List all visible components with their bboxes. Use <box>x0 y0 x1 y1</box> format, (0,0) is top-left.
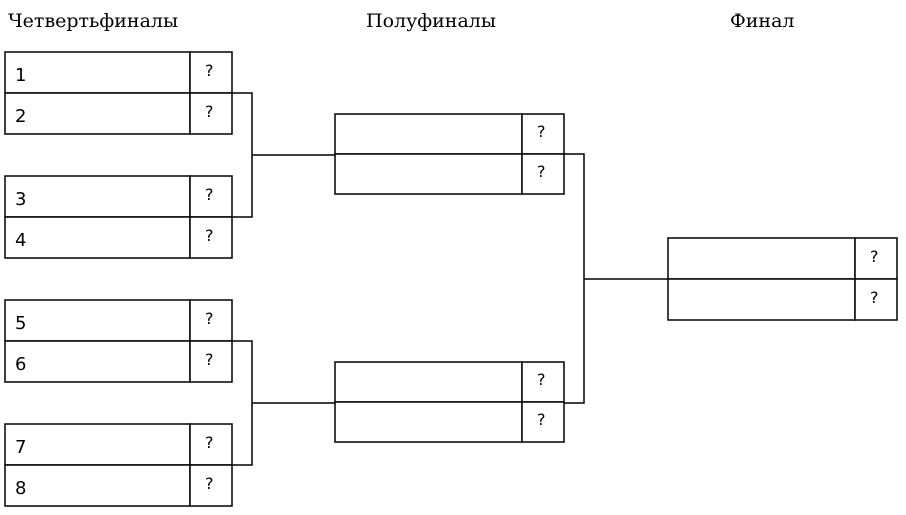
team-label: 5 <box>15 313 26 334</box>
round-title-semifinals: Полуфиналы <box>366 10 496 32</box>
team-slot-box[interactable] <box>4 92 191 135</box>
score-value: ? <box>205 226 214 245</box>
team-label: 1 <box>15 65 26 86</box>
team-slot-box[interactable] <box>334 153 523 195</box>
team-slot-box[interactable] <box>4 175 191 218</box>
bracket-connector-line <box>232 340 253 466</box>
match-slot[interactable]: 5? <box>4 299 233 342</box>
match-slot[interactable]: ? <box>667 278 898 321</box>
score-box[interactable] <box>521 401 565 443</box>
team-slot-box[interactable] <box>667 278 856 321</box>
team-slot-box[interactable] <box>4 51 191 94</box>
score-value: ? <box>205 474 214 493</box>
score-box[interactable] <box>189 216 233 259</box>
team-label: 4 <box>15 230 26 251</box>
match-slot[interactable]: ? <box>334 153 565 195</box>
score-box[interactable] <box>189 340 233 383</box>
round-title-quarterfinals: Четвертьфиналы <box>8 10 178 32</box>
match-r1-m2: 3 ?4? <box>4 175 233 259</box>
match-slot[interactable]: 2? <box>4 92 233 135</box>
match-r1-m4: 7 ?8? <box>4 423 233 507</box>
team-slot-box[interactable] <box>334 113 523 155</box>
team-label: 7 <box>15 437 26 458</box>
match-slot[interactable]: ? <box>667 237 898 280</box>
match-slot[interactable]: 1? <box>4 51 233 94</box>
match-slot[interactable]: 3? <box>4 175 233 218</box>
match-r1-m1: 1 ?2? <box>4 51 233 135</box>
score-value: ? <box>537 122 546 141</box>
team-slot-box[interactable] <box>4 464 191 507</box>
score-value: ? <box>205 350 214 369</box>
score-box[interactable] <box>189 175 233 218</box>
match-slot[interactable]: 4? <box>4 216 233 259</box>
score-box[interactable] <box>189 464 233 507</box>
score-value: ? <box>205 185 214 204</box>
score-box[interactable] <box>189 423 233 466</box>
match-r3-m1: ?? <box>667 237 898 321</box>
score-value: ? <box>870 288 879 307</box>
team-label: 3 <box>15 189 26 210</box>
score-value: ? <box>205 102 214 121</box>
team-label: 2 <box>15 106 26 127</box>
match-slot[interactable]: 7? <box>4 423 233 466</box>
team-slot-box[interactable] <box>667 237 856 280</box>
team-slot-box[interactable] <box>4 423 191 466</box>
bracket-connector-line <box>564 153 585 404</box>
match-slot[interactable]: ? <box>334 401 565 443</box>
match-slot[interactable]: 6? <box>4 340 233 383</box>
score-value: ? <box>537 370 546 389</box>
team-label: 8 <box>15 478 26 499</box>
team-slot-box[interactable] <box>4 340 191 383</box>
team-slot-box[interactable] <box>4 216 191 259</box>
match-r2-m2: ?? <box>334 361 565 443</box>
match-r2-m1: ?? <box>334 113 565 195</box>
match-slot[interactable]: ? <box>334 113 565 155</box>
team-slot-box[interactable] <box>334 361 523 403</box>
team-slot-box[interactable] <box>334 401 523 443</box>
score-box[interactable] <box>189 92 233 135</box>
round-title-final: Финал <box>730 10 795 32</box>
match-r1-m3: 5 ?6? <box>4 299 233 383</box>
team-label: 6 <box>15 354 26 375</box>
score-value: ? <box>205 309 214 328</box>
score-value: ? <box>537 162 546 181</box>
score-value: ? <box>870 247 879 266</box>
score-value: ? <box>205 61 214 80</box>
score-box[interactable] <box>854 278 898 321</box>
team-slot-box[interactable] <box>4 299 191 342</box>
score-box[interactable] <box>521 153 565 195</box>
bracket-connectors <box>232 92 668 466</box>
match-slot[interactable]: ? <box>334 361 565 403</box>
bracket-matches: 1 ?2 ?3 ?4 ?5 ?6 ?7 ?8??????? <box>4 51 898 507</box>
bracket-connector-line <box>232 92 253 218</box>
score-box[interactable] <box>854 237 898 280</box>
score-value: ? <box>205 433 214 452</box>
score-box[interactable] <box>189 299 233 342</box>
match-slot[interactable]: 8? <box>4 464 233 507</box>
score-value: ? <box>537 410 546 429</box>
